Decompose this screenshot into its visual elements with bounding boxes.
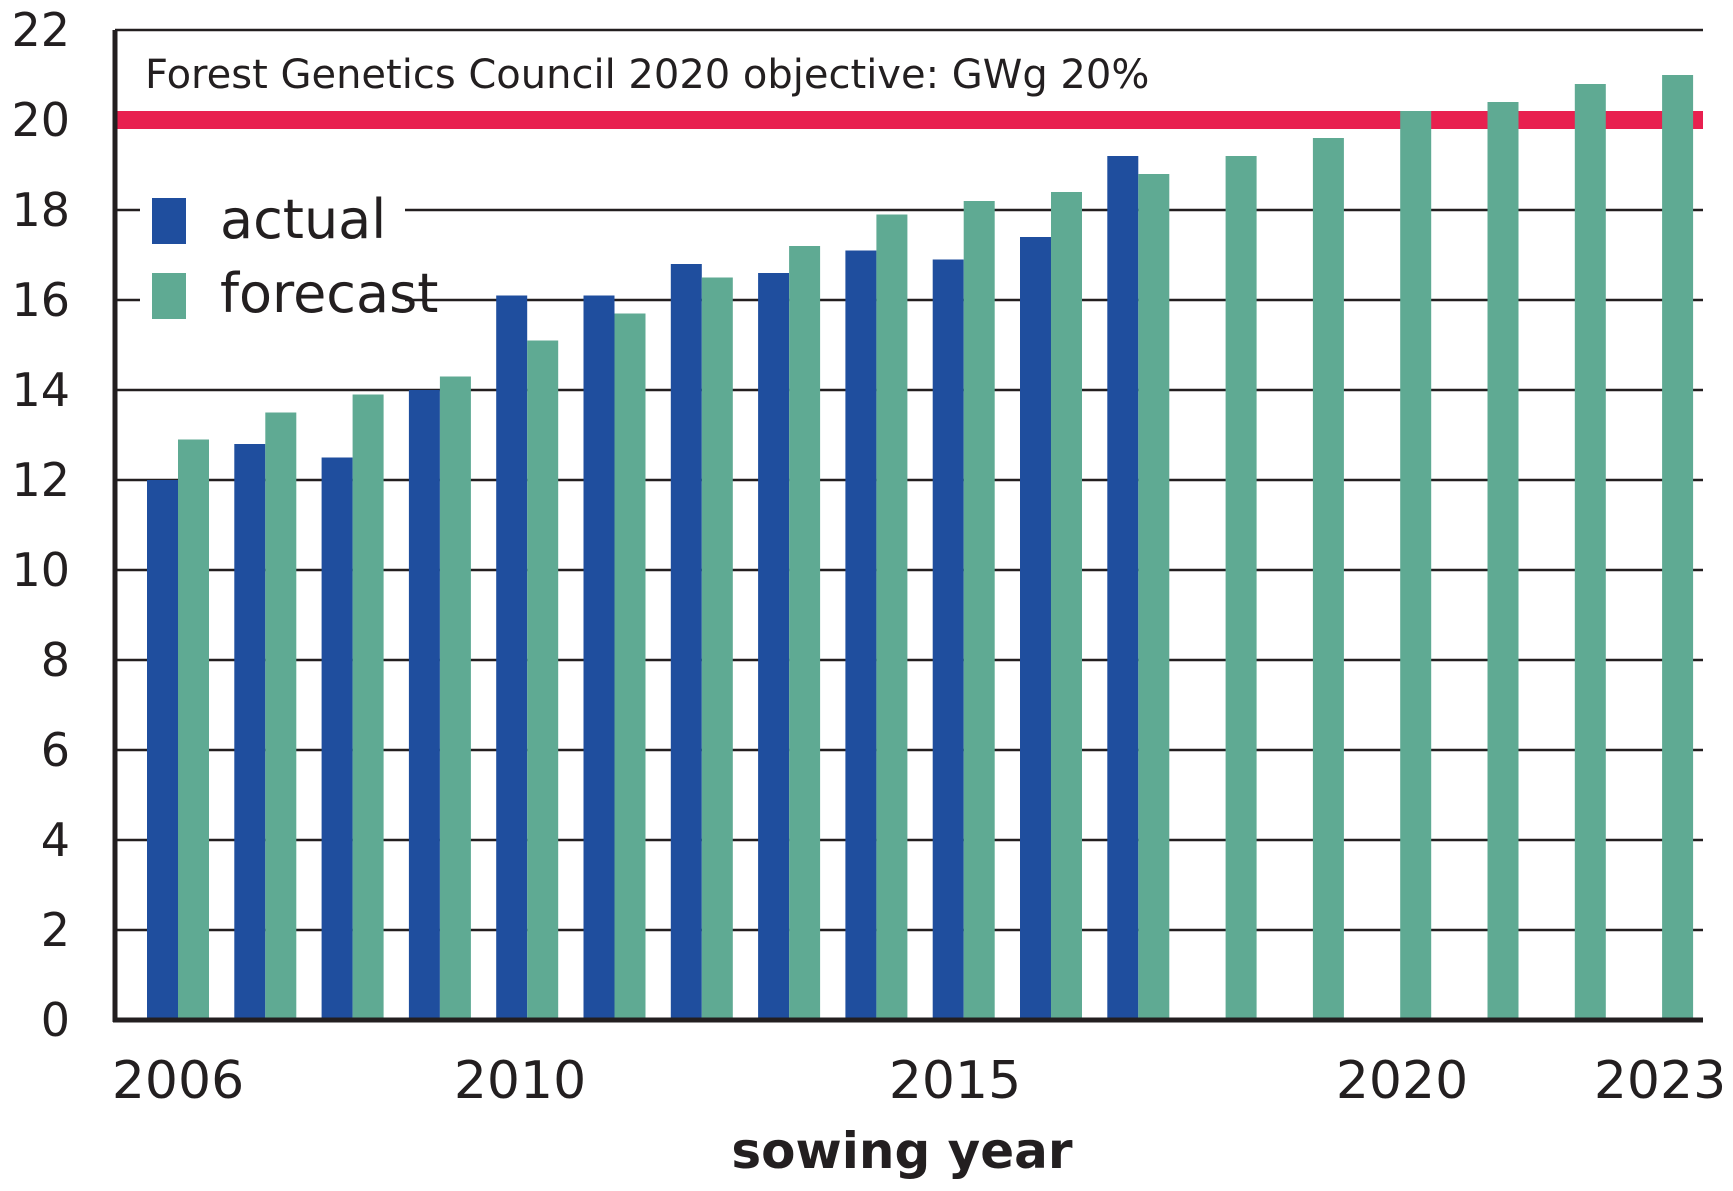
bar-forecast-2016: [1051, 192, 1082, 1020]
axes: [112, 30, 1703, 1023]
bar-forecast-2021: [1487, 102, 1519, 1020]
x-tick-label-2006: 2006: [112, 1051, 244, 1111]
bar-forecast-2019: [1312, 138, 1344, 1020]
legend: actual forecast: [152, 188, 438, 325]
bar-actual-2010: [496, 295, 528, 1020]
objective-line: [115, 111, 1703, 129]
bar-actual-2013: [758, 273, 790, 1020]
bar-forecast-2006: [178, 439, 209, 1020]
bar-actual-2016: [1020, 237, 1051, 1020]
x-tick-label-2010: 2010: [454, 1051, 586, 1111]
y-tick-label-4: 4: [41, 813, 70, 867]
x-tick-labels: 2006 2010 2015 2020 2023: [112, 1051, 1726, 1111]
bar-forecast-2010: [527, 340, 559, 1020]
bar-forecast-2023: [1662, 75, 1694, 1020]
y-tick-label-22: 22: [11, 3, 70, 57]
bar-actual-2008: [321, 457, 353, 1020]
bar-actual-2011: [583, 295, 615, 1020]
bar-forecast-2014: [876, 214, 908, 1020]
x-axis-title: sowing year: [731, 1122, 1072, 1180]
bar-forecast-2022: [1574, 84, 1606, 1020]
bar-actual-2012: [670, 264, 702, 1020]
y-tick-label-18: 18: [11, 183, 70, 237]
y-tick-label-14: 14: [11, 363, 70, 417]
bars: [147, 75, 1694, 1020]
legend-swatch-forecast: [152, 273, 186, 319]
bar-forecast-2008: [352, 394, 384, 1020]
bar-forecast-2009: [439, 376, 471, 1020]
y-tick-label-12: 12: [11, 453, 70, 507]
y-tick-label-20: 20: [11, 93, 70, 147]
y-tick-label-16: 16: [11, 273, 70, 327]
y-tick-label-6: 6: [41, 723, 70, 777]
bar-actual-2015: [932, 259, 964, 1020]
bar-forecast-2013: [789, 246, 821, 1020]
bar-forecast-2007: [265, 412, 297, 1020]
legend-swatch-actual: [152, 198, 186, 244]
x-tick-label-2020: 2020: [1336, 1051, 1468, 1111]
bar-actual-2007: [234, 444, 266, 1020]
y-tick-labels: 0 2 4 6 8 10 12 14 16 18 20 22: [11, 3, 70, 1047]
bar-actual-2009: [408, 390, 440, 1020]
bar-forecast-2012: [701, 277, 733, 1020]
bar-forecast-2015: [963, 201, 995, 1020]
bar-actual-2014: [845, 250, 877, 1020]
bar-actual-2017: [1107, 156, 1139, 1020]
x-tick-label-2015: 2015: [889, 1051, 1021, 1111]
objective-annotation: Forest Genetics Council 2020 objective: …: [145, 52, 1149, 98]
y-tick-label-8: 8: [41, 633, 70, 687]
y-tick-label-10: 10: [11, 543, 70, 597]
bar-forecast-2017: [1138, 174, 1170, 1020]
objective-line-group: [115, 111, 1703, 129]
x-tick-label-2023: 2023: [1594, 1051, 1726, 1111]
bar-forecast-2020: [1400, 111, 1432, 1020]
legend-label-actual: actual: [220, 188, 386, 251]
bar-forecast-2018: [1225, 156, 1257, 1020]
y-tick-label-2: 2: [41, 903, 70, 957]
bar-actual-2006: [147, 480, 178, 1020]
bar-forecast-2011: [614, 313, 646, 1020]
y-tick-label-0: 0: [41, 993, 70, 1047]
legend-label-forecast: forecast: [220, 262, 438, 325]
